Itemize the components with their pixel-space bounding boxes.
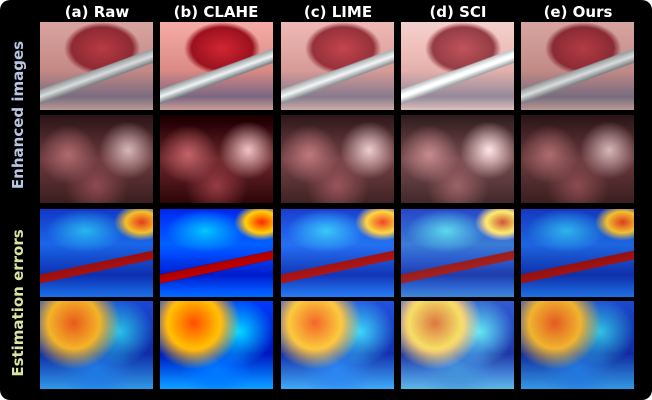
image-panel bbox=[160, 209, 273, 297]
image-panel bbox=[40, 22, 153, 110]
image-panel bbox=[521, 115, 634, 203]
column-header: (e) Ours bbox=[519, 2, 637, 22]
image-panel bbox=[521, 22, 634, 110]
column-header: (a) Raw bbox=[38, 2, 156, 22]
image-panel bbox=[401, 22, 514, 110]
image-panel bbox=[281, 301, 394, 389]
image-panel bbox=[401, 115, 514, 203]
image-panel bbox=[521, 209, 634, 297]
image-panel bbox=[160, 301, 273, 389]
image-panel bbox=[160, 115, 273, 203]
image-panel bbox=[40, 115, 153, 203]
image-panel bbox=[521, 301, 634, 389]
image-panel bbox=[401, 209, 514, 297]
image-panel bbox=[40, 209, 153, 297]
image-panel bbox=[160, 22, 273, 110]
image-panel bbox=[281, 115, 394, 203]
image-panel bbox=[401, 301, 514, 389]
figure: (a) Raw (b) CLAHE (c) LIME (d) SCI (e) O… bbox=[0, 0, 652, 400]
column-header: (b) CLAHE bbox=[157, 2, 275, 22]
row-label: Enhanced images bbox=[9, 41, 27, 189]
image-panel bbox=[281, 22, 394, 110]
row-label: Estimation errors bbox=[9, 229, 27, 376]
image-panel bbox=[281, 209, 394, 297]
image-panel bbox=[40, 301, 153, 389]
column-header: (c) LIME bbox=[279, 2, 397, 22]
column-header: (d) SCI bbox=[399, 2, 517, 22]
